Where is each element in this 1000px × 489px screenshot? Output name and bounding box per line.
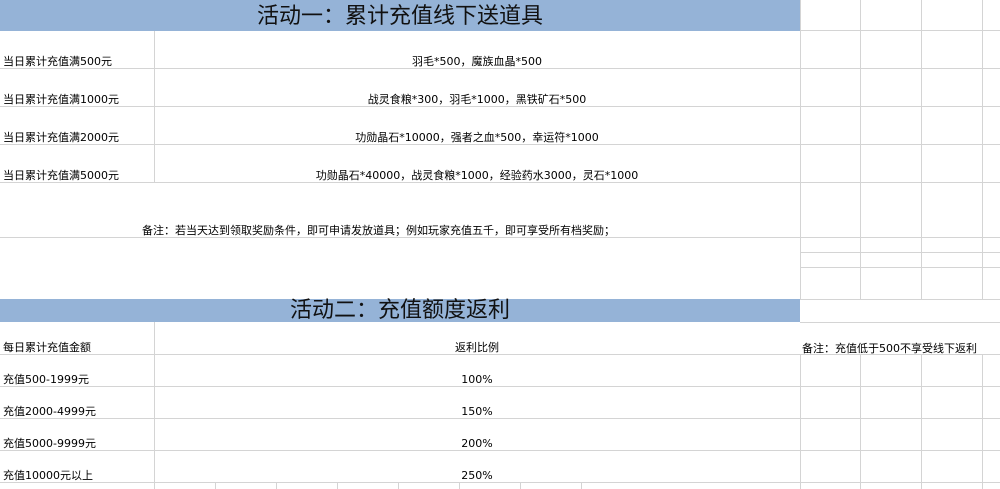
gridline <box>921 354 922 489</box>
gridline <box>0 482 1000 483</box>
gridline <box>800 267 1000 268</box>
reward-cell[interactable]: 功勋晶石*10000，强者之血*500，幸运符*1000 <box>355 131 599 144</box>
ratio-cell[interactable]: 200% <box>461 437 493 450</box>
activity2-note[interactable]: 备注：充值低于500不享受线下返利 <box>802 342 977 355</box>
gridline <box>0 237 1000 238</box>
gridline <box>0 106 1000 107</box>
ratio-cell[interactable]: 100% <box>461 373 493 386</box>
gridline <box>581 482 582 489</box>
gridline <box>0 182 1000 183</box>
gridline <box>860 354 861 489</box>
gridline <box>800 30 1000 31</box>
condition-cell[interactable]: 当日累计充值满2000元 <box>3 131 119 144</box>
ratio-cell[interactable]: 250% <box>461 469 493 482</box>
reward-cell[interactable]: 功勋晶石*40000，战灵食粮*1000，经验药水3000，灵石*1000 <box>315 169 639 182</box>
amount-cell[interactable]: 充值10000元以上 <box>3 469 93 482</box>
gridline <box>0 354 1000 355</box>
gridline <box>800 0 801 299</box>
gridline <box>0 450 1000 451</box>
ratio-header[interactable]: 返利比例 <box>455 341 499 354</box>
reward-cell[interactable]: 羽毛*500，魔族血晶*500 <box>412 55 542 68</box>
gridline <box>860 0 861 299</box>
gridline <box>154 322 155 489</box>
gridline <box>398 482 399 489</box>
gridline <box>800 252 1000 253</box>
reward-cell[interactable]: 战灵食粮*300，羽毛*1000，黑铁矿石*500 <box>367 93 587 106</box>
activity2-title[interactable]: 活动二：充值额度返利 <box>0 299 800 323</box>
amount-header[interactable]: 每日累计充值金额 <box>3 341 91 354</box>
gridline <box>0 386 1000 387</box>
gridline <box>982 354 983 489</box>
gridline <box>459 482 460 489</box>
gridline <box>800 299 1000 300</box>
gridline <box>0 68 1000 69</box>
condition-cell[interactable]: 当日累计充值满1000元 <box>3 93 119 106</box>
gridline <box>276 482 277 489</box>
activity1-title[interactable]: 活动一：累计充值线下送道具 <box>0 0 800 31</box>
amount-cell[interactable]: 充值5000-9999元 <box>3 437 96 450</box>
gridline <box>154 31 155 182</box>
amount-cell[interactable]: 充值500-1999元 <box>3 373 89 386</box>
condition-cell[interactable]: 当日累计充值满5000元 <box>3 169 119 182</box>
amount-cell[interactable]: 充值2000-4999元 <box>3 405 96 418</box>
ratio-cell[interactable]: 150% <box>461 405 493 418</box>
gridline <box>0 418 1000 419</box>
gridline <box>921 0 922 299</box>
activity1-note[interactable]: 备注：若当天达到领取奖励条件，即可申请发放道具；例如玩家充值五千，即可享受所有档… <box>142 224 615 237</box>
gridline <box>800 322 1000 323</box>
condition-cell[interactable]: 当日累计充值满500元 <box>3 55 112 68</box>
gridline <box>0 144 1000 145</box>
gridline <box>982 0 983 299</box>
gridline <box>520 482 521 489</box>
gridline <box>215 482 216 489</box>
gridline <box>337 482 338 489</box>
gridline <box>800 354 801 489</box>
